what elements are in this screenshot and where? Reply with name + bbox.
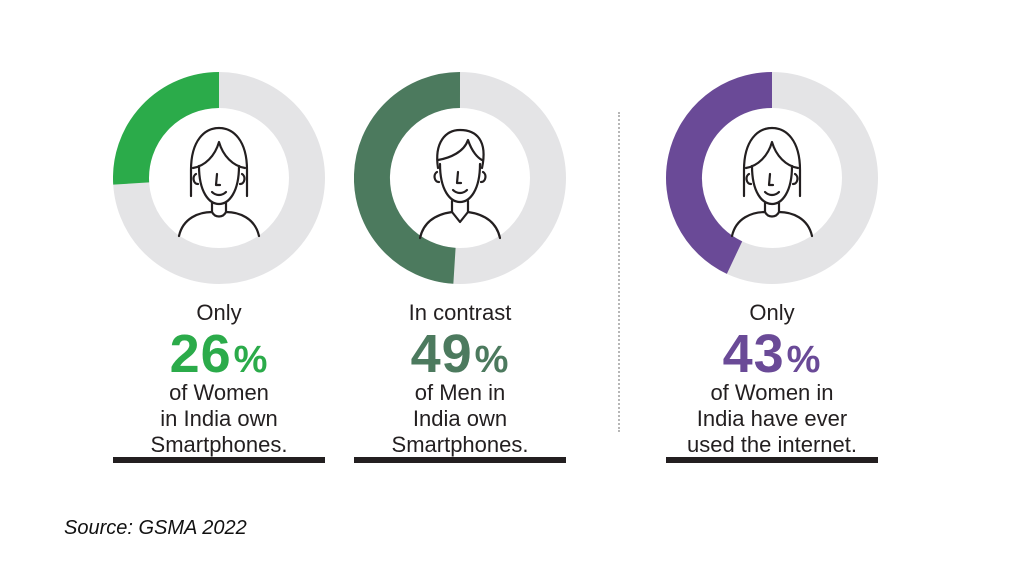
description-text: of Women in India own Smartphones.: [113, 380, 325, 458]
percentage-number: 49: [410, 324, 473, 384]
percentage-value: 49%: [354, 324, 566, 390]
donut-segment-value: [354, 72, 461, 284]
dotted-divider: [618, 112, 620, 432]
donut-segment-value: [113, 72, 220, 185]
woman-icon: [730, 126, 814, 238]
description-line: used the internet.: [686, 432, 857, 457]
underline-bar: [354, 457, 566, 463]
description-line: of Men in: [414, 380, 506, 405]
description-line: in India own: [160, 406, 278, 431]
percentage-value: 26%: [113, 324, 325, 390]
donut-segment-value: [666, 72, 773, 274]
intro-text: Only: [196, 300, 242, 325]
description-line: Smartphones.: [150, 432, 288, 457]
card-women-internet: Only 43% of Women in India have ever use…: [666, 72, 878, 463]
percentage-value: 43%: [666, 324, 878, 390]
description-line: of Women: [169, 380, 269, 405]
description-text: of Men in India own Smartphones.: [354, 380, 566, 458]
donut-chart: [354, 72, 566, 284]
description-line: Smartphones.: [391, 432, 529, 457]
description-line: India have ever: [696, 406, 848, 431]
description-text: of Women in India have ever used the int…: [666, 380, 878, 458]
description-line: of Women in: [710, 380, 834, 405]
donut-chart: [113, 72, 325, 284]
woman-icon: [177, 126, 261, 238]
description-line: India own: [412, 406, 508, 431]
percentage-number: 43: [722, 324, 785, 384]
intro-text: Only: [749, 300, 795, 325]
underline-bar: [113, 457, 325, 463]
man-icon: [418, 128, 502, 240]
source-note: Source: GSMA 2022: [64, 517, 247, 539]
percent-sign: %: [786, 339, 822, 381]
intro-text: In contrast: [408, 300, 512, 325]
card-women-smartphones: Only 26% of Women in India own Smartphon…: [113, 72, 325, 463]
card-men-smartphones: In contrast 49% of Men in India own Smar…: [354, 72, 566, 463]
percent-sign: %: [233, 339, 269, 381]
percent-sign: %: [474, 339, 510, 381]
percentage-number: 26: [169, 324, 232, 384]
donut-chart: [666, 72, 878, 284]
underline-bar: [666, 457, 878, 463]
